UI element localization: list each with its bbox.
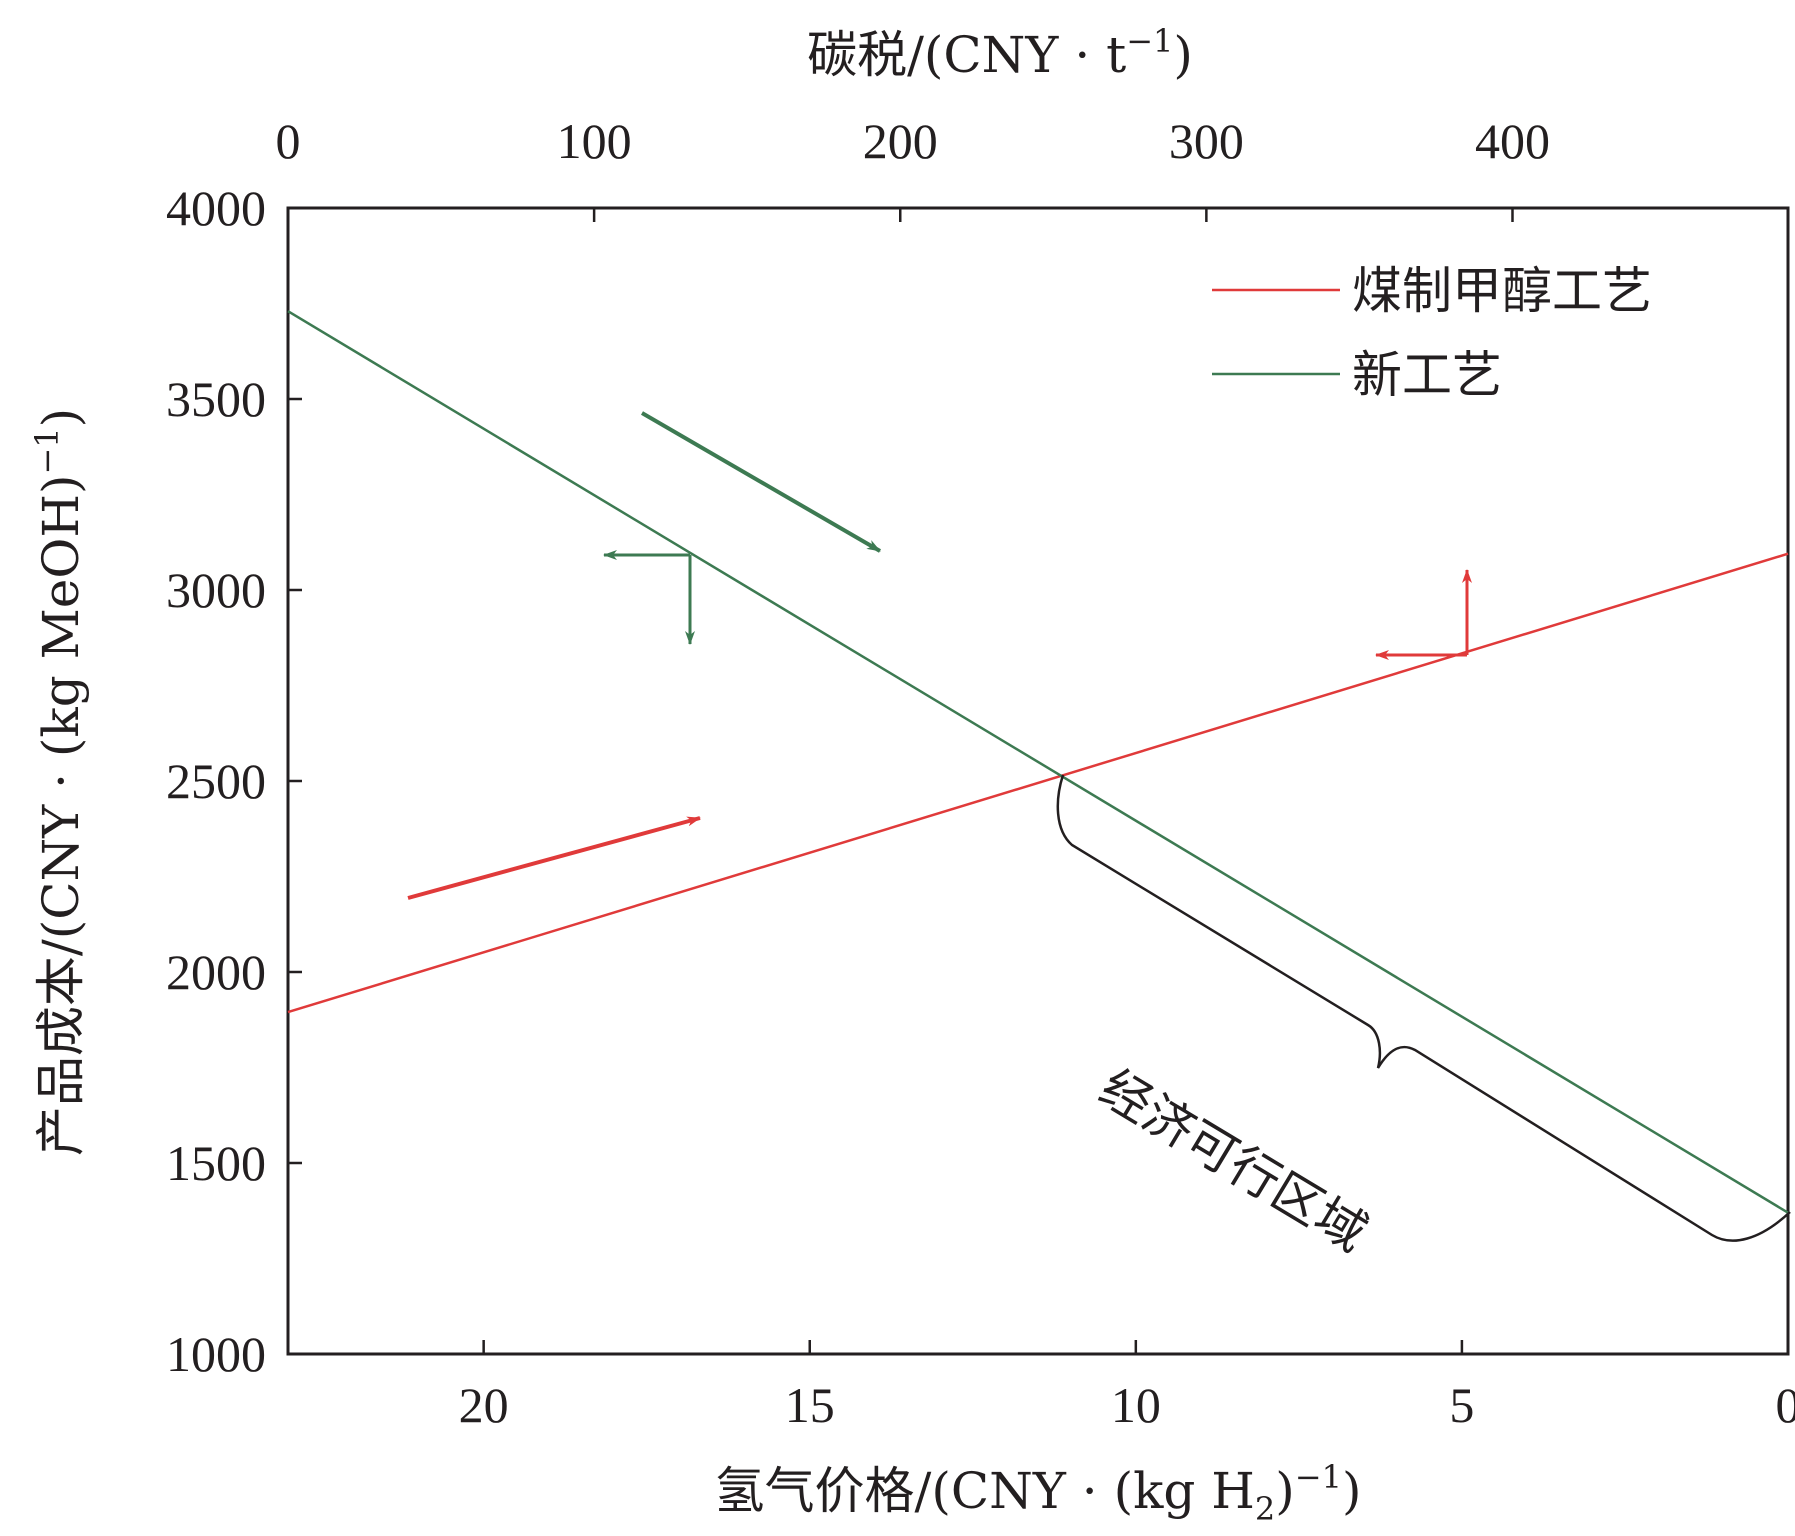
legend-label-coal-methanol: 煤制甲醇工艺 <box>1352 262 1652 320</box>
x-top-tick-label: 100 <box>557 113 632 169</box>
x-top-tick-label: 300 <box>1169 113 1244 169</box>
x-top-tick-label: 400 <box>1475 113 1550 169</box>
series-line-coal-methanol <box>287 552 1789 1014</box>
y-axis-title: 产品成本/(CNY · (kg MeOH)−1) <box>28 408 90 1156</box>
feasible-region-label: 经济可行区域 <box>1090 1059 1377 1263</box>
legend-label-new-process: 新工艺 <box>1352 346 1502 404</box>
x-bottom-tick-label: 5 <box>1449 1377 1474 1433</box>
legend: 煤制甲醇工艺 新工艺 <box>1212 262 1652 404</box>
feasible-region-brace <box>1056 774 1791 1242</box>
x-top-tick-label: 0 <box>276 113 301 169</box>
y-tick-label: 3500 <box>166 371 266 427</box>
y-tick-label: 2000 <box>166 944 266 1000</box>
x-bottom-tick-label: 20 <box>459 1377 509 1433</box>
y-tick-label: 4000 <box>166 180 266 236</box>
y-tick-label: 3000 <box>166 562 266 618</box>
x-bottom-tick-label: 15 <box>785 1377 835 1433</box>
x-bottom-tick-label: 10 <box>1111 1377 1161 1433</box>
tick-labels: 1000 1500 2000 2500 3000 3500 4000 20 15 10 5 0 0 100… <box>166 113 1795 1433</box>
x-bottom-axis-title: 氢气价格/(CNY · (kg H2)−1) <box>715 1458 1362 1528</box>
direction-arrows <box>407 411 1472 900</box>
x-bottom-tick-label: 0 <box>1776 1377 1795 1433</box>
y-tick-label: 1500 <box>166 1135 266 1191</box>
green-diagonal-arrow <box>640 411 882 553</box>
y-tick-label: 2500 <box>166 753 266 809</box>
x-top-axis-title: 碳税/(CNY · t−1) <box>807 22 1193 84</box>
y-tick-label: 1000 <box>166 1326 266 1382</box>
plot-frame <box>286 206 1790 1356</box>
x-top-tick-label: 200 <box>863 113 938 169</box>
series-line-new-process <box>287 310 1789 1214</box>
red-diagonal-arrow <box>407 816 701 900</box>
axis-ticks <box>286 206 1790 1356</box>
